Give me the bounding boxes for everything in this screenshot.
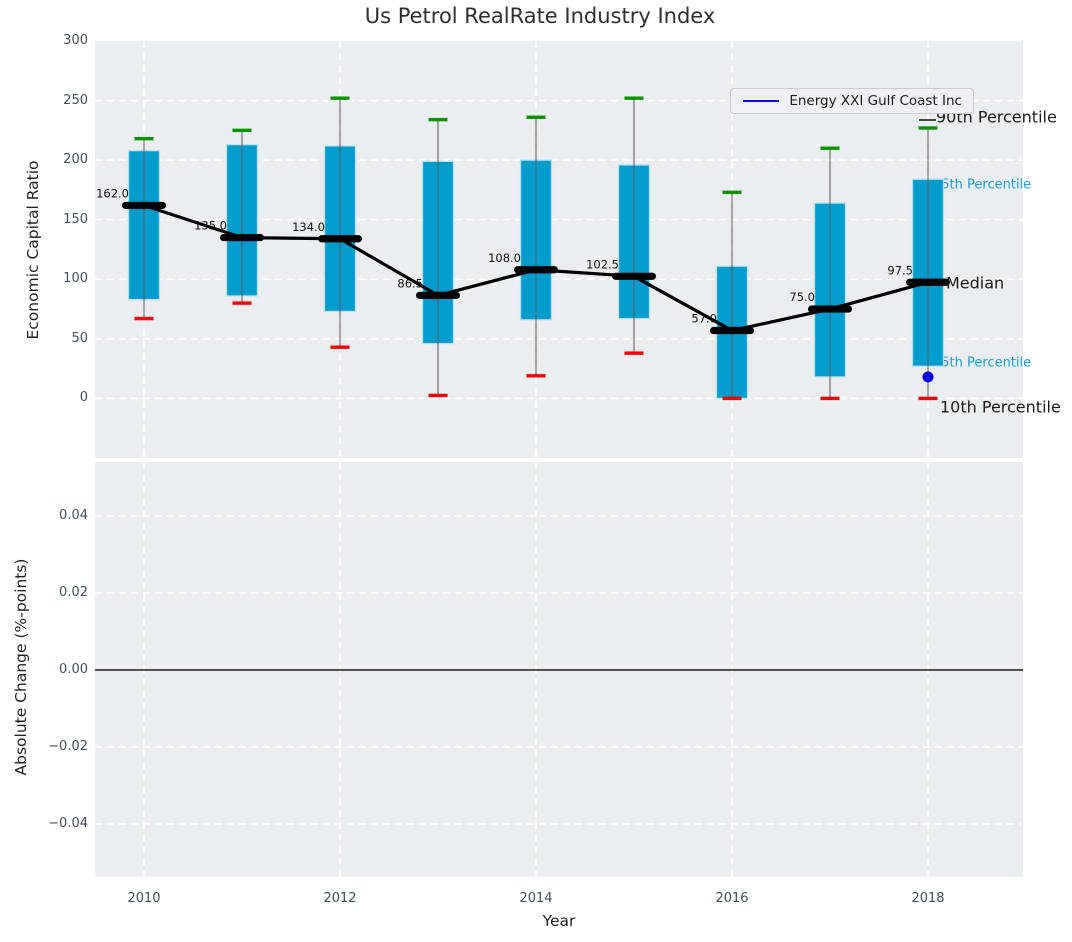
median-marker-2018 [906, 278, 950, 286]
p90-cap-2013 [428, 117, 448, 122]
p90-cap-2014 [526, 115, 546, 119]
xtick-2016: 2016 [715, 891, 749, 906]
ytick-top-100: 100 [63, 271, 88, 287]
p10-cap-2010 [134, 316, 154, 321]
bottom-panel-plot [95, 462, 1023, 877]
legend-line-sample [743, 100, 780, 102]
ytick-top-0: 0 [79, 390, 88, 406]
top-panel-plot: 75th Percentile 25th Percentile 162.0 135.0… [95, 41, 1061, 458]
p10-cap-2011 [232, 301, 252, 305]
median-label-2014: 108.0 [488, 251, 521, 265]
median-marker-2017 [808, 305, 852, 313]
chart-title: Us Petrol RealRate Industry Index [364, 4, 716, 28]
p90-cap-2010 [134, 136, 154, 141]
p10-cap-2014 [526, 374, 546, 378]
p90-cap-2017 [820, 146, 840, 150]
median-label-2011: 135.0 [194, 219, 227, 233]
median-label-2010: 162.0 [96, 186, 129, 200]
median-label-2017: 75.0 [789, 290, 815, 304]
p90-cap-2012 [330, 96, 350, 100]
p90-cap-2015 [624, 96, 644, 100]
top-panel: 75th Percentile 25th Percentile 162.0 135.0… [95, 41, 1061, 458]
p90-cap-2011 [232, 128, 252, 133]
median-marker-2010 [122, 201, 166, 210]
p90-cap-2018 [918, 126, 938, 130]
legend-label: Energy XXI Gulf Coast Inc [789, 93, 962, 109]
median-marker-2013 [416, 291, 460, 299]
median-marker-2012 [318, 235, 362, 243]
x-axis-label: Year [542, 912, 576, 930]
ytick-bottom-0: 0.04 [59, 508, 88, 523]
median-marker-2016 [710, 326, 754, 335]
p10-cap-2018 [918, 396, 938, 401]
y-axis-label-top: Economic Capital Ratio [24, 160, 42, 340]
median-label-2013: 86.5 [397, 276, 423, 290]
ytick-bottom-1: 0.02 [59, 585, 88, 600]
xtick-2010: 2010 [127, 891, 161, 906]
ytick-top-250: 250 [63, 92, 88, 108]
p10-cap-2012 [330, 345, 350, 349]
median-marker-2015 [612, 272, 656, 280]
ytick-bottom-4: −0.04 [48, 816, 88, 831]
legend: Energy XXI Gulf Coast Inc [730, 88, 974, 114]
p10-cap-2017 [820, 396, 840, 401]
annotation-75th-percentile: 75th Percentile [933, 178, 1031, 193]
median-label-2018: 97.5 [887, 263, 913, 277]
median-marker-2014 [514, 266, 558, 274]
ytick-top-50: 50 [71, 330, 88, 346]
p10-cap-2016 [722, 396, 742, 401]
ytick-bottom-2: 0.00 [59, 662, 88, 677]
bottom-panel [95, 462, 1023, 877]
xtick-2014: 2014 [519, 891, 553, 906]
ytick-bottom-3: −0.02 [48, 739, 88, 754]
ytick-top-300: 300 [63, 33, 88, 48]
ytick-top-150: 150 [63, 211, 88, 227]
median-label-2015: 102.5 [586, 257, 619, 271]
p10-cap-2013 [428, 393, 448, 398]
xtick-2018: 2018 [911, 891, 945, 906]
median-label-2012: 134.0 [292, 220, 325, 234]
annotation-25th-percentile: 25th Percentile [933, 356, 1031, 371]
median-label-2016: 57.0 [691, 312, 717, 326]
p10-cap-2015 [624, 351, 644, 355]
xtick-2012: 2012 [323, 891, 357, 906]
annotation-median: Median [946, 274, 1004, 293]
company-point [922, 371, 934, 383]
annotation-10th-percentile: 10th Percentile [940, 398, 1061, 417]
median-marker-2011 [220, 233, 264, 242]
p90-cap-2016 [722, 190, 742, 195]
ytick-top-200: 200 [63, 152, 88, 168]
